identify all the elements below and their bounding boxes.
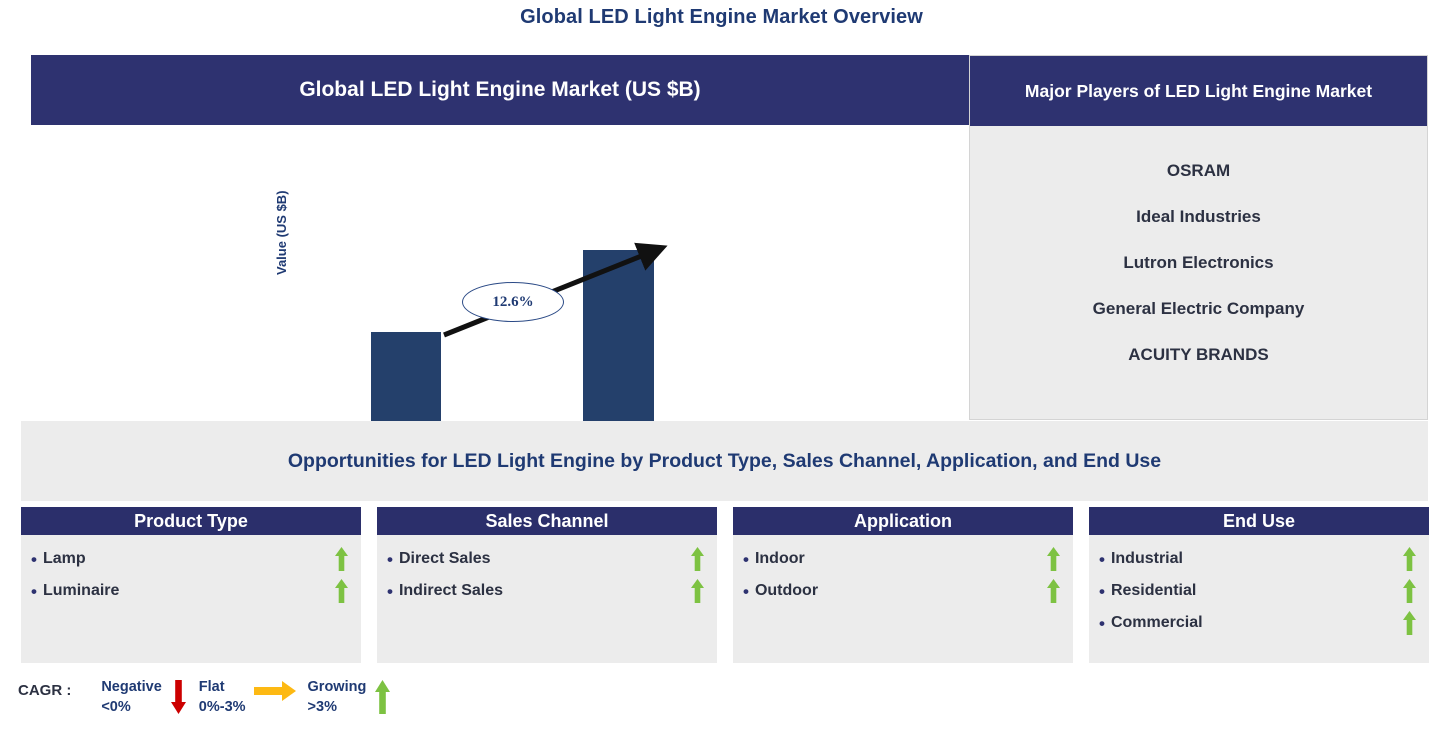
y-axis-label: Value (US $B) — [274, 190, 289, 275]
segment-cards-row: Product Type • Lamp • Luminaire Sales Chan… — [21, 507, 1431, 663]
card-item-label: • Residential — [1099, 581, 1197, 601]
right-arrow-icon — [253, 681, 296, 701]
cagr-value: 12.6% — [492, 293, 534, 310]
card-item-label: • Direct Sales — [387, 549, 491, 569]
card-product-type: Product Type • Lamp • Luminaire — [21, 507, 361, 663]
card-body-product-type: • Lamp • Luminaire — [21, 535, 361, 663]
list-item: General Electric Company — [1092, 299, 1305, 318]
card-title: Sales Channel — [485, 510, 609, 531]
card-title: End Use — [1222, 510, 1296, 531]
legend-growing-name: Growing — [307, 679, 367, 695]
growing-arrow-icon — [1047, 579, 1060, 603]
bullet-icon: • — [1099, 549, 1105, 569]
up-arrow-icon — [375, 680, 391, 714]
growing-arrow-icon — [335, 579, 348, 603]
cagr-legend: CAGR : Negative <0% Flat 0%-3% Growing >… — [18, 678, 403, 717]
opportunities-title: Opportunities for LED Light Engine by Pr… — [287, 449, 1162, 472]
list-item: Ideal Industries — [1136, 207, 1261, 226]
legend-entry-negative: Negative <0% — [101, 678, 186, 717]
legend-negative-labels: Negative <0% — [101, 678, 161, 717]
card-item-label: • Indirect Sales — [387, 581, 503, 601]
market-chart-panel: Global LED Light Engine Market (US $B) V… — [31, 55, 969, 484]
list-item: OSRAM — [1166, 161, 1231, 180]
list-item: Lutron Electronics — [1123, 253, 1274, 272]
card-body-application: • Indoor • Outdoor — [733, 535, 1073, 663]
opportunities-band: Opportunities for LED Light Engine by Pr… — [21, 421, 1428, 501]
card-item-label: • Outdoor — [743, 581, 819, 601]
card-item-label: • Lamp — [31, 549, 86, 569]
bullet-icon: • — [31, 549, 37, 569]
page-title: Global LED Light Engine Market Overview — [520, 6, 923, 28]
card-header-sales-channel: Sales Channel — [377, 507, 717, 535]
legend-flat-name: Flat — [198, 679, 225, 695]
card-title: Product Type — [134, 510, 248, 531]
card-end-use: End Use • Industrial • Residential • Commer… — [1089, 507, 1429, 663]
card-title: Application — [854, 510, 952, 531]
list-item: • Commercial — [1099, 607, 1417, 639]
list-item: • Lamp — [31, 543, 349, 575]
card-header-application: Application — [733, 507, 1073, 535]
bullet-icon: • — [387, 549, 393, 569]
legend-growing-range: >3% — [307, 698, 337, 715]
players-header-bar: Major Players of LED Light Engine Market — [970, 56, 1427, 126]
growing-arrow-icon — [335, 547, 348, 571]
growing-arrow-icon — [691, 579, 704, 603]
card-header-product-type: Product Type — [21, 507, 361, 535]
legend-flat-range: 0%-3% — [198, 698, 246, 715]
growing-arrow-icon — [1403, 611, 1416, 635]
bullet-icon: • — [743, 549, 749, 569]
legend-entry-growing: Growing >3% — [308, 678, 392, 717]
growing-arrow-icon — [691, 547, 704, 571]
bar-chart: Value (US $B) 2025 2031 12.6% Source : L… — [31, 125, 969, 484]
bullet-icon: • — [743, 581, 749, 601]
players-header-title: Major Players of LED Light Engine Market — [1024, 80, 1373, 101]
growing-arrow-icon — [1403, 579, 1416, 603]
legend-negative-range: <0% — [101, 698, 131, 715]
cagr-callout-bubble: 12.6% — [462, 282, 564, 322]
list-item: • Luminaire — [31, 575, 349, 607]
list-item: • Indirect Sales — [387, 575, 705, 607]
card-item-label: • Commercial — [1099, 613, 1203, 633]
card-body-sales-channel: • Direct Sales • Indirect Sales — [377, 535, 717, 663]
list-item: ACUITY BRANDS — [1128, 345, 1269, 364]
card-item-label: • Luminaire — [31, 581, 120, 601]
bullet-icon: • — [1099, 581, 1105, 601]
list-item: • Residential — [1099, 575, 1417, 607]
down-arrow-icon — [170, 680, 186, 714]
list-item: • Indoor — [743, 543, 1061, 575]
bullet-icon: • — [387, 581, 393, 601]
major-players-panel: Major Players of LED Light Engine Market… — [969, 55, 1428, 420]
bullet-icon: • — [31, 581, 37, 601]
chart-header-bar: Global LED Light Engine Market (US $B) — [31, 55, 969, 125]
card-item-label: • Industrial — [1099, 549, 1183, 569]
growing-arrow-icon — [1403, 547, 1416, 571]
players-list: OSRAM Ideal Industries Lutron Electronic… — [970, 126, 1427, 378]
legend-flat-labels: Flat 0%-3% — [199, 678, 246, 717]
card-sales-channel: Sales Channel • Direct Sales • Indirect Sa… — [377, 507, 717, 663]
card-item-label: • Indoor — [743, 549, 805, 569]
list-item: • Direct Sales — [387, 543, 705, 575]
card-body-end-use: • Industrial • Residential • Commercial — [1089, 535, 1429, 663]
list-item: • Outdoor — [743, 575, 1061, 607]
cagr-legend-title: CAGR : — [18, 682, 72, 699]
legend-entry-flat: Flat 0%-3% — [199, 678, 296, 717]
legend-negative-name: Negative — [101, 679, 162, 695]
chart-header-title: Global LED Light Engine Market (US $B) — [299, 78, 701, 101]
legend-growing-labels: Growing >3% — [308, 678, 367, 717]
list-item: • Industrial — [1099, 543, 1417, 575]
card-application: Application • Indoor • Outdoor — [733, 507, 1073, 663]
card-header-end-use: End Use — [1089, 507, 1429, 535]
bullet-icon: • — [1099, 613, 1105, 633]
growing-arrow-icon — [1047, 547, 1060, 571]
